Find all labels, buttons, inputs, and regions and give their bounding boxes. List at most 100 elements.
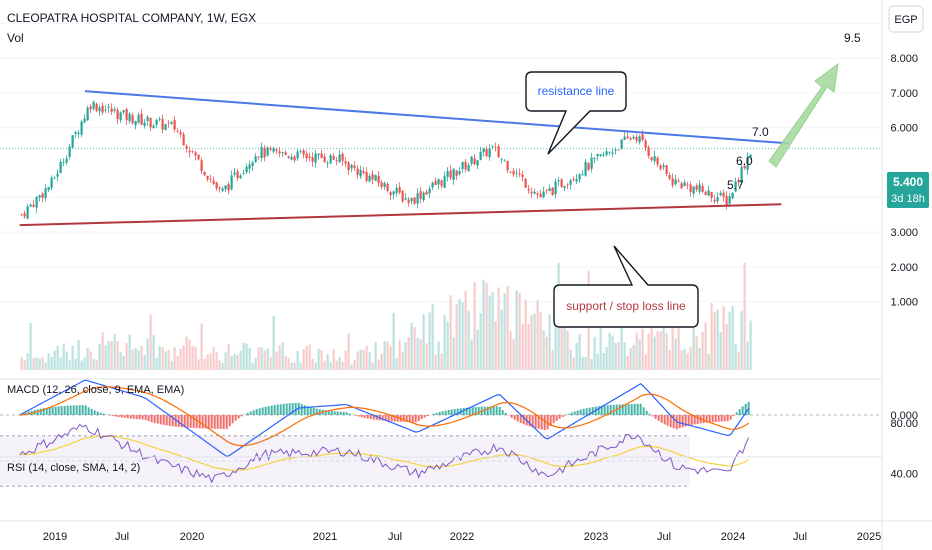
- macd-histogram-bar: [546, 415, 549, 430]
- trend-lines: [19, 90, 789, 227]
- volume-bar: [287, 358, 290, 370]
- volume-bar: [26, 353, 29, 370]
- volume-bar: [68, 360, 71, 370]
- candle-body: [656, 157, 659, 165]
- candle-body: [221, 188, 224, 191]
- currency-button[interactable]: EGP: [888, 5, 924, 33]
- macd-histogram-bar: [627, 404, 630, 415]
- macd-histogram-bar: [741, 406, 744, 415]
- candle-body: [449, 170, 452, 178]
- candle-body: [206, 175, 209, 180]
- candle-body: [137, 114, 140, 123]
- macd-histogram-bar: [144, 415, 147, 421]
- candle-body: [266, 147, 269, 156]
- candle-body: [179, 132, 182, 135]
- volume-bar: [518, 293, 521, 370]
- candle-body: [461, 162, 464, 170]
- candle-body: [428, 188, 431, 194]
- volume-bar: [701, 332, 704, 370]
- candle-body: [695, 185, 698, 190]
- candle-body: [383, 182, 386, 187]
- candle-body: [251, 162, 254, 166]
- volume-bar: [77, 340, 80, 370]
- last-price-badge: 5.400 3d 18h: [887, 172, 929, 208]
- macd-histogram-bar: [132, 415, 135, 419]
- volume-bar: [182, 345, 185, 370]
- candle-body: [521, 174, 524, 178]
- macd-tick-label: 0.000: [890, 410, 918, 422]
- volume-bar: [50, 357, 53, 370]
- candle-body: [686, 184, 689, 186]
- rsi-line: [19, 423, 750, 484]
- macd-histogram-bar: [72, 405, 75, 415]
- volume-bar: [35, 357, 38, 370]
- macd-histogram-bar: [579, 409, 582, 415]
- macd-histogram-bar: [141, 415, 144, 420]
- volume-bar: [71, 345, 74, 370]
- candle-body: [113, 109, 116, 111]
- volume-bar: [278, 345, 281, 370]
- volume-bar: [257, 347, 260, 370]
- candle-body: [20, 214, 23, 216]
- volume-bar: [221, 363, 224, 370]
- volume-bar: [656, 331, 659, 370]
- volume-bar: [209, 353, 212, 370]
- volume-bar: [206, 354, 209, 370]
- macd-histogram-bar: [339, 411, 342, 415]
- volume-bar: [746, 341, 749, 370]
- volume-bar: [293, 362, 296, 370]
- candle-body: [716, 197, 719, 202]
- volume-bar: [530, 315, 533, 370]
- volume-bar: [407, 337, 410, 370]
- candle-body: [71, 135, 74, 148]
- volume-bar: [110, 340, 113, 370]
- candle-body: [731, 192, 734, 199]
- macd-histogram-bar: [438, 411, 441, 415]
- candle-body: [677, 180, 680, 182]
- volume-bar: [335, 360, 338, 370]
- volume-bar: [251, 363, 254, 370]
- candle-body: [689, 184, 692, 192]
- candle-body: [365, 171, 368, 181]
- volume-bar: [662, 321, 665, 370]
- volume-bar: [155, 358, 158, 370]
- macd-histogram-bar: [48, 407, 51, 415]
- candle-body: [422, 192, 425, 200]
- macd-histogram-bar: [282, 403, 285, 415]
- volume-bar: [56, 345, 59, 370]
- candle-body: [140, 113, 143, 125]
- macd-histogram-bar: [69, 405, 72, 415]
- macd-histogram-bar: [684, 415, 687, 427]
- volume-bar: [554, 323, 557, 370]
- macd-line: [19, 379, 750, 458]
- macd-histogram-bar: [606, 405, 609, 415]
- candle-body: [509, 171, 512, 173]
- volume-bar: [218, 360, 221, 370]
- volume-bar: [134, 347, 137, 370]
- candle-body: [485, 148, 488, 157]
- macd-histogram-bar: [657, 415, 660, 421]
- volume-bar: [461, 302, 464, 370]
- macd-histogram-bar: [336, 411, 339, 415]
- candle-body: [410, 198, 413, 202]
- volume-bar: [302, 349, 305, 370]
- target-label-5-7: 5.7: [727, 178, 744, 192]
- candle-body: [287, 156, 290, 158]
- macd-histogram-bar: [150, 415, 153, 423]
- candle-body: [719, 192, 722, 196]
- candle-body: [242, 173, 245, 174]
- time-tick-label: 2022: [450, 531, 474, 543]
- candle-body: [218, 187, 221, 189]
- macd-title: MACD (12, 26, close, 9, EMA, EMA): [7, 384, 184, 396]
- candle-body: [323, 156, 326, 163]
- volume-bar: [614, 343, 617, 370]
- macd-histogram-bar: [63, 405, 66, 415]
- candle-body: [167, 122, 170, 124]
- volume-bar: [671, 309, 674, 370]
- volume-bar: [674, 338, 677, 370]
- volume-bar: [575, 343, 578, 370]
- macd-histogram-bar: [585, 408, 588, 415]
- chart-title: CLEOPATRA HOSPITAL COMPANY, 1W, EGX: [7, 11, 256, 25]
- volume-bar: [476, 329, 479, 370]
